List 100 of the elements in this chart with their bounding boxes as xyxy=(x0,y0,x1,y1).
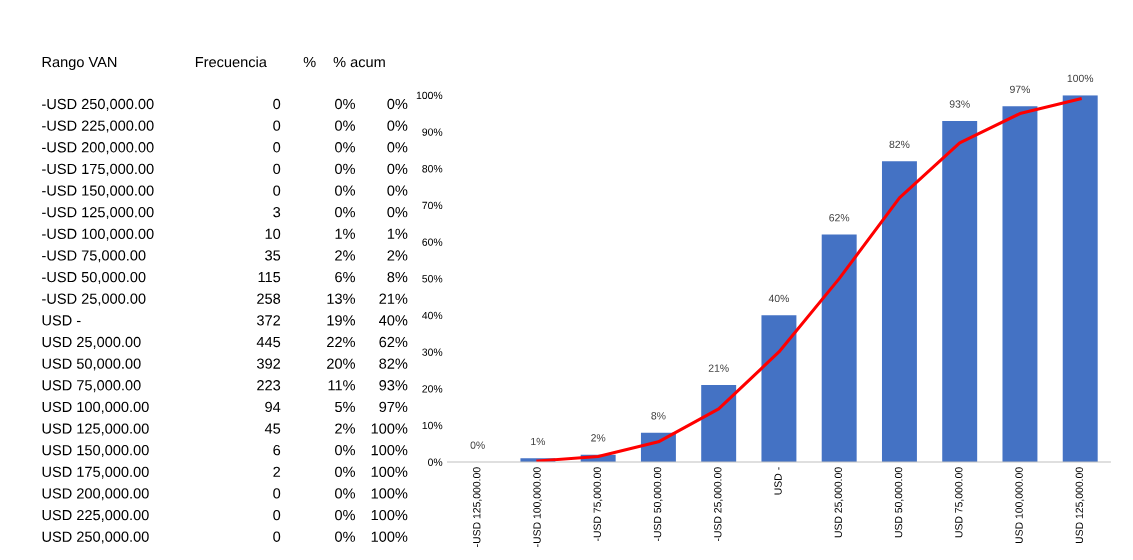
text: USD 175,000.00 xyxy=(42,466,149,479)
text: 0% xyxy=(335,509,356,521)
text: 8% xyxy=(387,271,408,283)
y-tick-label: 60% xyxy=(422,238,443,246)
text: 0% xyxy=(387,185,408,196)
text: 0% xyxy=(335,98,356,110)
text: USD 50,000.00 xyxy=(42,358,141,371)
text: -USD 225,000.00 xyxy=(42,120,154,133)
text: USD 150,000.00 xyxy=(42,445,149,458)
text: 0% xyxy=(335,142,356,153)
text: USD 25,000.00 xyxy=(42,336,141,349)
text: 372 xyxy=(256,315,281,326)
y-tick-label: 100% xyxy=(416,91,443,100)
text: 100% xyxy=(371,531,408,542)
text: 0% xyxy=(387,98,408,110)
text: 0% xyxy=(335,163,356,175)
text: USD 75,000.00 xyxy=(42,380,141,393)
y-tick-label: 20% xyxy=(422,385,443,393)
text: 100% xyxy=(371,466,408,477)
text: Rango VAN xyxy=(42,57,117,71)
x-tick-label: USD 100,000.00 xyxy=(1015,467,1024,544)
text: 40% xyxy=(379,315,408,326)
text: 100% xyxy=(371,488,408,499)
data-label: 40% xyxy=(768,294,789,303)
text: 0 xyxy=(273,531,281,542)
text: 94 xyxy=(265,401,281,413)
text: -USD 25,000.00 xyxy=(42,293,146,306)
text: 0% xyxy=(387,142,408,153)
bar xyxy=(1002,106,1038,462)
text: 0 xyxy=(273,142,281,153)
text: 0% xyxy=(387,163,408,175)
text: 0% xyxy=(335,531,356,542)
text: 0% xyxy=(387,207,408,218)
text: 10 xyxy=(265,228,281,239)
text: 0% xyxy=(335,488,356,499)
y-tick-label: 80% xyxy=(422,165,443,173)
y-tick-label: 40% xyxy=(422,311,443,320)
bar xyxy=(821,234,857,462)
x-tick-label: USD 75,000.00 xyxy=(955,467,964,538)
text: 21% xyxy=(379,293,408,304)
data-label: 100% xyxy=(1067,74,1094,83)
text: 19% xyxy=(327,315,356,326)
x-tick-label: USD 50,000.00 xyxy=(894,467,904,538)
data-label: 2% xyxy=(591,434,606,442)
y-tick-label: 50% xyxy=(422,275,443,283)
y-tick-label: 10% xyxy=(422,421,443,430)
text: 3 xyxy=(273,207,281,218)
text: % xyxy=(303,56,316,68)
text: 45 xyxy=(264,423,281,434)
text: -USD 125,000.00 xyxy=(42,207,154,220)
text: 0% xyxy=(335,120,356,131)
text: 6% xyxy=(335,271,356,283)
text: 2% xyxy=(387,250,408,261)
text: -USD 150,000.00 xyxy=(42,185,154,198)
text: 0 xyxy=(273,98,281,110)
data-label: 62% xyxy=(829,214,850,222)
text: 6 xyxy=(273,445,281,456)
text: 20% xyxy=(327,358,356,369)
text: -USD 175,000.00 xyxy=(42,163,154,176)
text: USD 100,000.00 xyxy=(42,401,149,414)
text: -USD 75,000.00 xyxy=(42,250,146,263)
x-tick-label: -USD 100,000.00 xyxy=(533,467,542,547)
data-label: 1% xyxy=(531,437,546,446)
bar xyxy=(761,315,797,462)
text: 2% xyxy=(335,423,356,434)
text: 22% xyxy=(327,336,356,348)
text: 223 xyxy=(257,380,281,391)
text: 13% xyxy=(327,293,356,304)
x-tick-label: -USD 125,000.00 xyxy=(473,467,482,547)
text: USD - xyxy=(42,315,81,326)
text: 93% xyxy=(379,380,408,391)
y-tick-label: 70% xyxy=(422,201,443,210)
text: 115 xyxy=(258,272,281,283)
text: 2 xyxy=(273,466,281,477)
x-tick-label: USD 25,000.00 xyxy=(834,467,844,538)
x-tick-label: -USD 75,000.00 xyxy=(593,467,603,542)
data-label: 8% xyxy=(651,412,666,420)
text: 392 xyxy=(256,358,281,369)
text: 5% xyxy=(335,401,356,413)
text: 0% xyxy=(387,120,408,131)
x-tick-label: USD - xyxy=(774,467,782,495)
text: 0% xyxy=(335,466,356,477)
text: USD 125,000.00 xyxy=(42,423,149,436)
text: 82% xyxy=(379,358,408,369)
x-tick-label: -USD 25,000.00 xyxy=(714,467,723,542)
text: 0% xyxy=(335,207,356,218)
bar xyxy=(881,161,917,462)
text: 0 xyxy=(273,163,281,175)
x-tick-label: USD 125,000.00 xyxy=(1075,467,1085,544)
bar xyxy=(701,384,737,462)
bar xyxy=(942,120,978,462)
text: 0 xyxy=(273,488,281,499)
text: 0% xyxy=(335,185,356,196)
y-tick-label: 0% xyxy=(428,458,443,466)
text: USD 250,000.00 xyxy=(42,531,149,544)
text: -USD 100,000.00 xyxy=(42,228,154,241)
y-tick-label: 30% xyxy=(422,348,443,356)
y-tick-label: 90% xyxy=(422,128,443,136)
text: 35 xyxy=(265,250,281,261)
text: -USD 50,000.00 xyxy=(42,271,146,284)
